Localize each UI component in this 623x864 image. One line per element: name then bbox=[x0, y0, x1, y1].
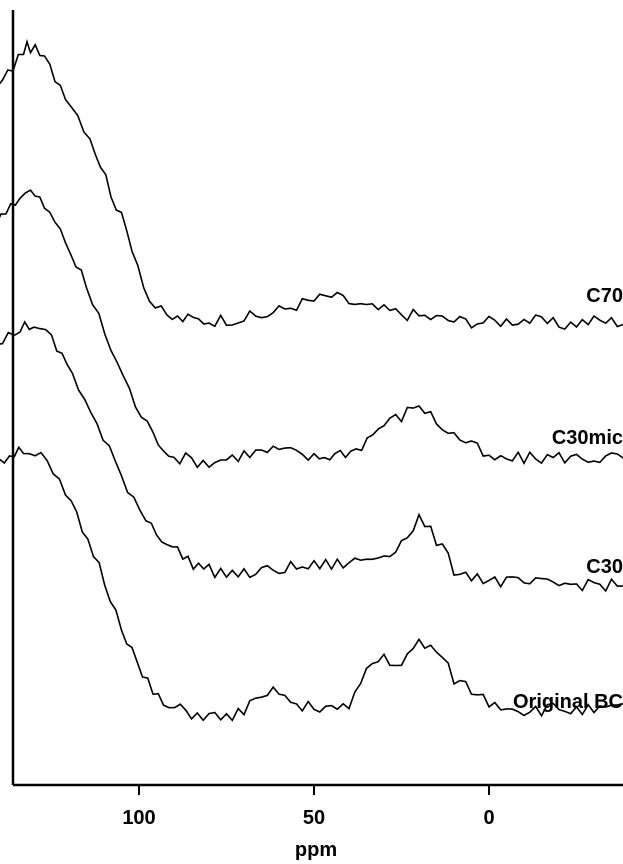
series-label: C30 bbox=[586, 556, 623, 578]
series-label: C70 bbox=[586, 285, 623, 307]
x-tick-label: 50 bbox=[303, 807, 325, 829]
series-label: C30mic bbox=[552, 427, 623, 449]
series-line-3 bbox=[0, 320, 623, 593]
x-tick-label: 0 bbox=[483, 807, 494, 829]
series-line-1 bbox=[0, 38, 623, 331]
x-axis-title: ppm bbox=[295, 839, 337, 861]
series-line-2 bbox=[0, 189, 623, 469]
series-label: Original BC bbox=[513, 691, 623, 713]
series-layer: C70 C30mic C30 Original BC bbox=[0, 38, 623, 722]
series-line-4 bbox=[0, 445, 623, 722]
x-tick-label: 100 bbox=[122, 807, 155, 829]
x-ticks: 250200150100500-50 bbox=[122, 785, 495, 829]
